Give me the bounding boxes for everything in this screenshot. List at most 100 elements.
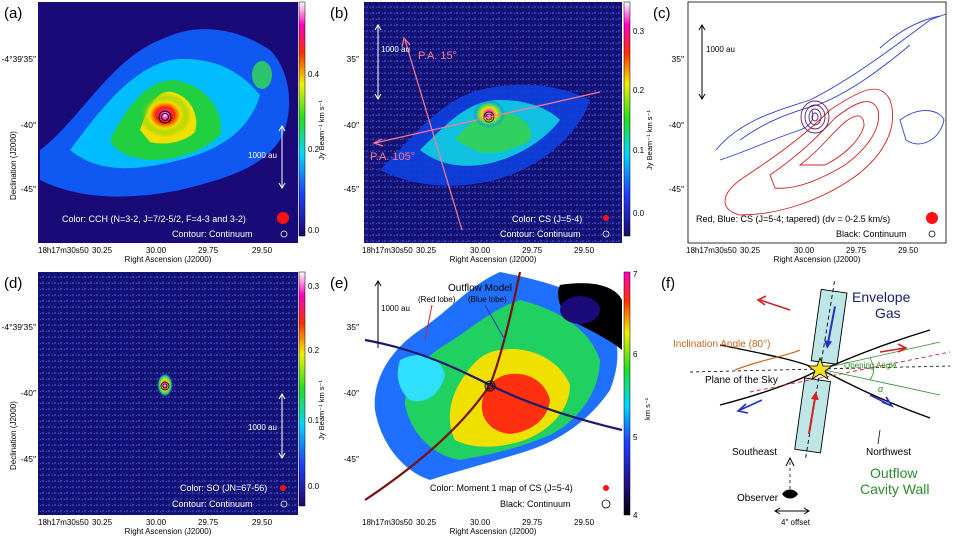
panel-b: P.A. 15° P.A. 105° 1000 au (b) 35″ -40″ … <box>330 1 654 243</box>
colorbar-tick: 0.0 <box>633 209 645 218</box>
panel-a-legend-contour: Contour: Continuum <box>172 229 253 239</box>
x-axis-d: 18h17m30s50 30.25 30.00 29.75 29.50 Righ… <box>38 518 273 536</box>
scale-bar-label: 1000 au <box>381 45 410 54</box>
colorbar <box>623 271 631 516</box>
panel-e: 1000 au Outflow Model (Red lobe) (Blue l… <box>330 270 652 520</box>
x-tick: 29.50 <box>574 246 595 255</box>
panel-e-ytick: 35″ <box>347 322 359 332</box>
protostar-icon <box>806 356 834 380</box>
opening-angle-label: Opening Angle <box>844 361 897 370</box>
colorbar-label: km s⁻¹ <box>643 397 652 420</box>
plane-of-sky-label: Plane of the Sky <box>705 375 778 386</box>
panel-a-ytick: -4°39′35″ <box>2 54 36 64</box>
colorbar-tick: 0.2 <box>633 86 645 95</box>
x-tick: 30.25 <box>92 518 113 527</box>
envelope-slab <box>794 281 848 459</box>
panel-a-legend-color: Color: CCH (N=3-2, J=7/2-5/2, F=4-3 and … <box>62 214 246 224</box>
colorbar-tick: 0.4 <box>308 70 320 79</box>
panel-b-legend-contour: Contour: Continuum <box>500 229 581 239</box>
x-axis-a: 18h17m30s50 30.25 30.00 29.75 29.50 Righ… <box>38 246 273 264</box>
colorbar-tick: 7 <box>633 270 638 279</box>
scale-bar-label: 1000 au <box>706 45 735 54</box>
panel-e-letter: (e) <box>330 275 348 292</box>
panel-b-ytick: -40″ <box>344 120 359 130</box>
panel-c-ytick: 35″ <box>672 54 684 64</box>
panel-b-legend-color: Color: CS (J=5-4) <box>512 214 582 224</box>
x-axis-label: Right Ascension (J2000) <box>450 527 537 536</box>
panel-e-ytick: -45″ <box>344 454 359 464</box>
blue-lobe-curve <box>364 338 623 432</box>
x-tick: 30.00 <box>470 518 491 527</box>
outflow-model-title: Outflow Model <box>448 283 512 294</box>
colorbar-tick: 0.1 <box>633 146 645 155</box>
panel-c-legend-contour: Black: Continuum <box>836 229 907 239</box>
panel-d-ylabel: Declination (J2000) <box>9 401 18 470</box>
x-tick: 30.00 <box>794 246 815 255</box>
x-tick: 29.50 <box>252 246 273 255</box>
x-tick: 29.50 <box>574 518 595 527</box>
x-tick: 29.75 <box>198 246 219 255</box>
colorbar-tick: 5 <box>633 433 638 442</box>
panel-b-ytick: -45″ <box>344 184 359 194</box>
x-tick: 29.75 <box>198 518 219 527</box>
observer-label: Observer <box>737 493 779 504</box>
panel-a-ytick: -40″ <box>21 120 36 130</box>
blue-lobe-label: (Blue lobe) <box>468 295 507 304</box>
colorbar-tick: 0.2 <box>308 145 320 154</box>
red-lobe-label: (Red lobe) <box>418 295 456 304</box>
red-lobe-contours <box>724 88 894 216</box>
pa-15-line <box>404 39 463 231</box>
colorbar-tick: 0.2 <box>308 346 320 355</box>
panel-a: (a) Declination (J2000) -4°39′35″ -40″ -… <box>2 1 326 243</box>
pa-15-label: P.A. 15° <box>418 50 457 62</box>
colorbar-label: Jy Beam⁻¹ km s⁻¹ <box>317 99 326 160</box>
x-tick: 18h17m30s50 <box>38 518 89 527</box>
colorbar-label: Jy Beam⁻¹ km s⁻¹ <box>645 109 654 170</box>
panel-d-legend-color: Color: SO (JN=67-56) <box>180 483 267 493</box>
panel-a-letter: (a) <box>4 5 22 22</box>
x-tick: 30.25 <box>416 518 437 527</box>
gas-label: Gas <box>875 305 901 321</box>
x-axis-label: Right Ascension (J2000) <box>774 255 861 264</box>
x-tick: 29.50 <box>898 246 919 255</box>
x-axis-label: Right Ascension (J2000) <box>450 255 537 264</box>
scale-bar-label: 1000 au <box>381 304 410 313</box>
panel-e-legend-color: Color: Moment 1 map of CS (J=5-4) <box>430 483 573 493</box>
northwest-label: Northwest <box>866 447 911 458</box>
colorbar-label: Jy Beam⁻¹ km s⁻¹ <box>317 379 326 440</box>
panel-c-letter: (c) <box>653 5 671 22</box>
panel-d-letter: (d) <box>4 275 22 292</box>
x-tick: 18h17m30s50 <box>686 246 737 255</box>
scale-bar-label: 1000 au <box>248 423 277 432</box>
offset-label: 4″ offset <box>781 518 811 527</box>
x-tick: 30.25 <box>92 246 113 255</box>
panel-c: 1000 au (c) 35″ -40″ -45″ Red, Blue: CS … <box>653 1 947 244</box>
southeast-label: Southeast <box>732 447 777 458</box>
panel-c-ytick: -45″ <box>669 184 684 194</box>
pa-105-label: P.A. 105° <box>370 151 415 163</box>
colorbar <box>623 1 631 237</box>
inclination-label: Inclination Angle (80°) <box>673 339 770 350</box>
panel-d-ytick: -45″ <box>21 454 36 464</box>
x-axis-e: 18h17m30s50 30.25 30.00 29.75 29.50 Righ… <box>362 518 595 536</box>
panel-b-letter: (b) <box>330 5 348 22</box>
x-tick: 29.75 <box>522 246 543 255</box>
x-tick: 30.00 <box>146 518 167 527</box>
x-tick: 18h17m30s50 <box>38 246 89 255</box>
panel-d: (d) Declination (J2000) -4°39′35″ -40″ -… <box>2 271 326 515</box>
x-tick: 30.25 <box>416 246 437 255</box>
x-tick: 30.00 <box>470 246 491 255</box>
x-axis-c: 18h17m30s50 30.25 30.00 29.75 29.50 Righ… <box>686 246 919 264</box>
colorbar-tick: 0.1 <box>308 416 320 425</box>
envelope-label: Envelope <box>852 289 911 305</box>
pa-105-line <box>374 91 601 144</box>
colorbar-tick: 0.0 <box>308 226 320 235</box>
x-tick: 29.75 <box>846 246 867 255</box>
x-axis-b: 18h17m30s50 30.25 30.00 29.75 29.50 Righ… <box>362 246 595 264</box>
outflow-label: Outflow <box>870 465 918 481</box>
alpha-label: α <box>878 384 884 394</box>
panel-f-letter: (f) <box>661 275 675 292</box>
x-tick: 30.25 <box>740 246 761 255</box>
x-tick: 18h17m30s50 <box>362 246 413 255</box>
colorbar-tick: 6 <box>633 350 638 359</box>
